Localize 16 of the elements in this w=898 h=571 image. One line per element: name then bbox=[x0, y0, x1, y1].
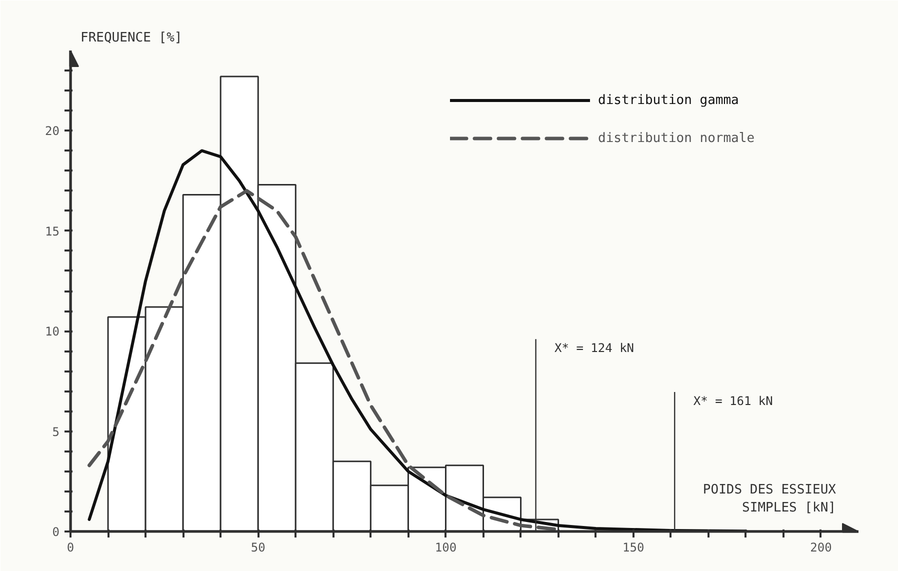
x-tick-label: 50 bbox=[250, 540, 266, 554]
y-tick-label: 0 bbox=[52, 525, 60, 539]
x-tick-label: 200 bbox=[810, 540, 832, 554]
ref-line-label: X* = 124 kN bbox=[554, 341, 634, 356]
text: distribution gamma bbox=[598, 92, 740, 108]
ref-line-label: X* = 161 kN bbox=[693, 394, 773, 408]
y-tick-label: 20 bbox=[45, 124, 60, 138]
x-tick-label: 100 bbox=[434, 540, 457, 554]
x-tick-label: 150 bbox=[622, 540, 644, 554]
x-axis-title: POIDS DES ESSIEUX SIMPLES [kN] bbox=[702, 482, 836, 516]
y-tick-label: 5 bbox=[52, 424, 60, 439]
y-axis-title: FREQUENCE [%] bbox=[80, 30, 182, 46]
text: distribution normale bbox=[598, 130, 756, 146]
y-tick-label: 10 bbox=[45, 324, 60, 339]
y-tick-label: 15 bbox=[45, 224, 60, 238]
x-tick-label: 0 bbox=[66, 540, 74, 554]
